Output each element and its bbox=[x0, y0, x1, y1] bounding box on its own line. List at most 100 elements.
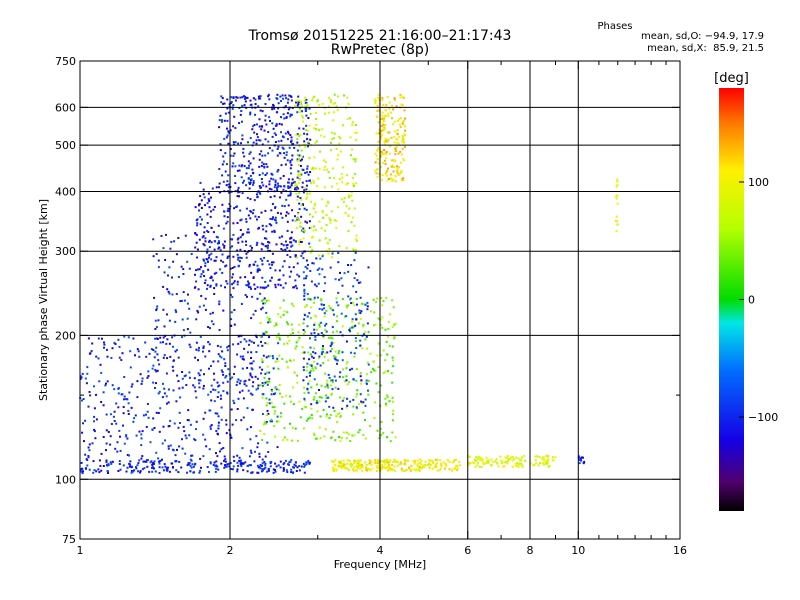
data-point bbox=[152, 417, 155, 420]
data-point bbox=[357, 459, 360, 462]
data-point bbox=[279, 460, 282, 463]
data-point bbox=[327, 359, 330, 362]
data-point bbox=[136, 396, 139, 399]
data-point bbox=[132, 420, 135, 423]
data-point bbox=[223, 358, 226, 361]
data-point bbox=[126, 454, 129, 456]
data-point bbox=[234, 165, 237, 168]
data-point bbox=[174, 350, 177, 353]
data-point bbox=[236, 468, 239, 471]
data-point bbox=[166, 357, 169, 360]
data-point bbox=[330, 394, 333, 397]
data-point bbox=[290, 95, 293, 98]
data-point bbox=[228, 255, 230, 258]
data-point bbox=[376, 175, 379, 178]
data-point bbox=[520, 456, 523, 459]
data-point bbox=[274, 462, 277, 465]
data-point bbox=[303, 277, 306, 280]
data-point bbox=[310, 226, 313, 229]
data-point bbox=[392, 108, 395, 111]
data-point bbox=[182, 268, 185, 271]
data-point bbox=[495, 458, 498, 461]
data-point bbox=[197, 288, 200, 291]
data-point bbox=[476, 464, 479, 467]
data-point bbox=[248, 455, 251, 458]
data-point bbox=[163, 392, 166, 395]
data-point bbox=[329, 99, 332, 102]
data-point bbox=[290, 468, 293, 471]
data-point bbox=[145, 460, 148, 463]
data-point bbox=[257, 95, 260, 98]
data-point bbox=[267, 469, 270, 472]
data-point bbox=[151, 466, 153, 469]
data-point bbox=[408, 468, 411, 471]
data-point bbox=[324, 352, 327, 355]
data-point bbox=[276, 187, 278, 190]
data-point bbox=[212, 388, 215, 391]
data-point bbox=[295, 101, 297, 104]
data-point bbox=[294, 186, 297, 189]
data-point bbox=[394, 147, 397, 150]
data-point bbox=[376, 297, 379, 300]
data-point bbox=[135, 466, 137, 468]
data-point bbox=[416, 463, 419, 466]
data-point bbox=[163, 271, 166, 274]
data-point bbox=[388, 131, 391, 134]
data-point bbox=[237, 191, 240, 194]
data-point bbox=[349, 297, 352, 300]
data-point bbox=[232, 97, 235, 99]
data-point bbox=[310, 236, 313, 239]
data-point bbox=[322, 345, 324, 347]
data-point bbox=[357, 281, 360, 284]
data-point bbox=[118, 345, 121, 348]
data-point bbox=[185, 437, 188, 440]
data-point bbox=[158, 472, 161, 474]
data-point bbox=[322, 253, 325, 256]
data-point bbox=[242, 355, 245, 358]
data-point bbox=[239, 459, 242, 462]
data-point bbox=[233, 365, 236, 368]
data-point bbox=[177, 276, 180, 278]
data-point bbox=[199, 379, 202, 382]
data-point bbox=[247, 167, 250, 170]
data-point bbox=[392, 468, 395, 471]
data-point bbox=[343, 197, 346, 200]
data-point bbox=[347, 304, 350, 307]
data-point bbox=[615, 195, 618, 198]
data-point bbox=[366, 469, 369, 472]
data-point bbox=[219, 355, 221, 358]
data-point bbox=[351, 318, 354, 321]
data-point bbox=[475, 456, 477, 459]
data-point bbox=[529, 462, 532, 465]
data-point bbox=[280, 212, 282, 215]
data-point bbox=[394, 98, 396, 101]
data-point bbox=[182, 291, 185, 294]
data-point bbox=[433, 465, 436, 468]
data-point bbox=[309, 369, 312, 372]
data-point bbox=[274, 410, 276, 413]
data-point bbox=[209, 312, 212, 315]
data-point bbox=[394, 120, 396, 123]
data-point bbox=[367, 389, 369, 392]
data-point bbox=[377, 317, 380, 320]
data-point bbox=[306, 387, 309, 390]
data-point bbox=[311, 417, 314, 420]
data-point bbox=[267, 451, 270, 453]
data-point bbox=[197, 379, 200, 382]
data-point bbox=[318, 323, 321, 326]
data-point bbox=[172, 466, 174, 469]
data-point bbox=[153, 460, 156, 463]
data-point bbox=[376, 429, 379, 432]
data-point bbox=[305, 129, 308, 131]
data-point bbox=[262, 393, 265, 396]
data-point bbox=[542, 456, 545, 459]
data-point bbox=[88, 391, 91, 393]
data-point bbox=[285, 394, 288, 397]
data-point bbox=[282, 97, 285, 100]
data-point bbox=[208, 350, 211, 353]
data-point bbox=[327, 336, 330, 339]
data-point bbox=[515, 461, 518, 464]
data-point bbox=[337, 352, 340, 355]
data-point bbox=[428, 459, 431, 462]
data-point bbox=[120, 393, 123, 396]
